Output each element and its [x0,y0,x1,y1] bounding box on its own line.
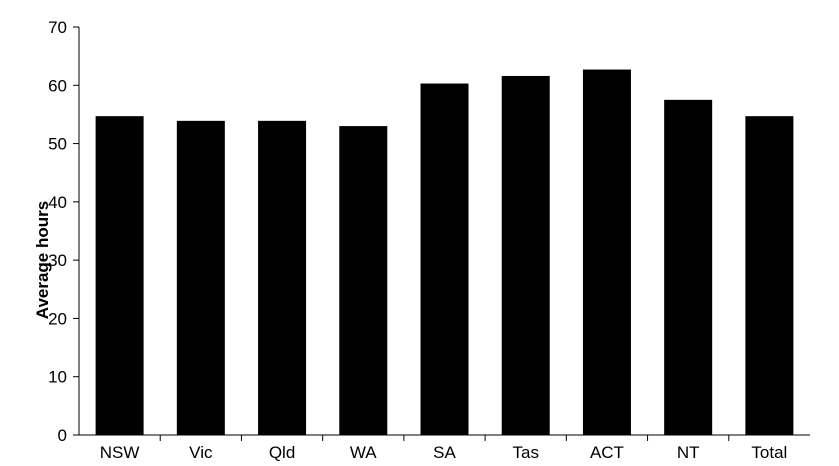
x-tick-label: NT [677,443,700,462]
y-tick-labels: 0 10 20 30 40 50 60 70 [48,18,67,445]
y-tick-label: 70 [48,18,67,37]
bar-vic [176,120,225,435]
bar-sa [420,83,469,435]
x-tick-label: NSW [100,443,140,462]
y-tick-label: 60 [48,76,67,95]
bars [95,69,794,436]
x-tick-label: Total [751,443,787,462]
bar-act [582,69,631,435]
y-axis-title: Average hours [33,201,52,319]
bar-nsw [95,116,144,436]
y-tick-label: 0 [58,426,67,445]
bar-tas [501,75,550,436]
y-tick-label: 30 [48,251,67,270]
x-tick-label: Qld [269,443,295,462]
y-tick-label: 20 [48,309,67,328]
bar-total [745,116,794,436]
x-tick-label: ACT [590,443,624,462]
x-tick-label: Vic [189,443,213,462]
x-tick-label: SA [433,443,456,462]
bar-wa [339,126,388,435]
y-tick-label: 50 [48,135,67,154]
bar-qld [258,120,307,435]
bar-nt [664,99,713,435]
y-tick-label: 10 [48,368,67,387]
x-tick-labels: NSW Vic Qld WA SA Tas ACT NT Total [100,443,788,462]
x-tick-label: Tas [512,443,538,462]
y-axis-title-group: Average hours [33,201,52,319]
x-tick-label: WA [350,443,377,462]
y-tick-label: 40 [48,193,67,212]
